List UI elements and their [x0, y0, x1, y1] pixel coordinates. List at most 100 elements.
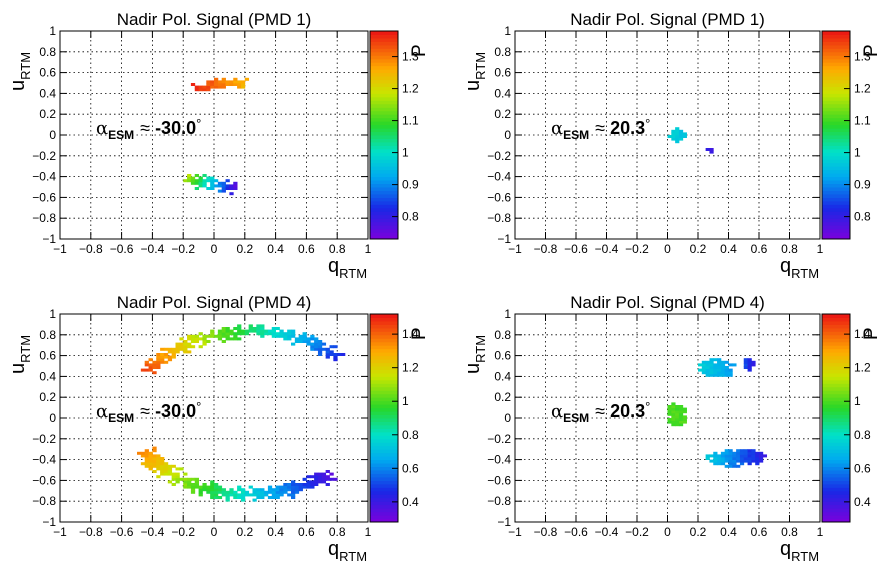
- color-bar-segment: [822, 369, 850, 374]
- data-cell: [728, 454, 733, 458]
- color-bar-segment: [370, 393, 398, 398]
- data-cell: [298, 334, 303, 338]
- color-bar-segment: [370, 449, 398, 454]
- data-cell: [271, 332, 276, 336]
- y-axis-label: uRTM: [7, 52, 33, 91]
- data-cell: [287, 483, 292, 486]
- x-tick-label: 0.2: [236, 242, 253, 256]
- data-cell: [291, 342, 296, 346]
- data-cell: [717, 360, 722, 364]
- data-cell: [709, 148, 714, 151]
- color-bar-segment: [822, 55, 850, 60]
- color-bar-segment: [370, 511, 398, 516]
- data-cell: [194, 88, 199, 92]
- color-bar-segment: [822, 218, 850, 223]
- color-bar-segment: [370, 128, 398, 133]
- data-cell: [321, 477, 327, 481]
- color-bar-segment: [822, 348, 850, 353]
- data-cell: [275, 488, 280, 492]
- data-cell: [225, 184, 230, 188]
- data-cell: [214, 77, 219, 81]
- data-cell: [705, 363, 710, 367]
- color-bar-segment: [822, 31, 850, 35]
- data-cell: [317, 472, 323, 476]
- data-cell: [190, 340, 196, 343]
- color-bar-segment: [370, 466, 398, 471]
- data-cell: [724, 464, 729, 468]
- data-cell: [667, 418, 672, 421]
- color-bar-segment: [822, 89, 850, 94]
- data-cell: [275, 327, 280, 330]
- data-cell: [233, 332, 238, 336]
- data-cell: [317, 347, 323, 351]
- y-tick-label: −0.4: [32, 170, 56, 184]
- data-cell: [137, 451, 142, 455]
- data-cell: [720, 366, 726, 369]
- color-bar-segment: [370, 320, 398, 325]
- data-cell: [210, 485, 215, 489]
- data-cell: [329, 477, 334, 481]
- data-cell: [698, 368, 703, 372]
- data-cell: [256, 488, 261, 492]
- color-bar-segment: [822, 96, 850, 101]
- data-cell: [206, 485, 211, 489]
- color-bar-segment: [370, 221, 398, 226]
- color-bar-segment: [370, 117, 398, 122]
- data-cell: [306, 475, 311, 479]
- data-cell: [302, 483, 307, 486]
- data-cell: [144, 451, 149, 455]
- data-cell: [736, 449, 741, 453]
- color-bar-segment: [370, 228, 398, 233]
- color-bar-segment: [822, 372, 850, 377]
- data-cell: [337, 353, 342, 356]
- data-cell: [187, 334, 192, 338]
- data-cell: [728, 464, 733, 468]
- data-cell: [298, 340, 303, 343]
- data-cell: [283, 488, 288, 492]
- data-cell: [724, 457, 729, 460]
- data-cell: [148, 363, 153, 367]
- data-cell: [156, 467, 161, 471]
- color-bar-segment: [370, 204, 398, 209]
- color-bar-segment: [370, 166, 398, 171]
- data-cell: [148, 464, 153, 468]
- data-cell: [682, 420, 687, 424]
- data-cell: [701, 371, 707, 375]
- data-cell: [743, 454, 748, 458]
- color-bar-segment: [370, 51, 398, 56]
- data-cell: [152, 371, 157, 375]
- color-bar-segment: [822, 345, 850, 350]
- y-tick-label: −0.6: [487, 473, 511, 487]
- data-cell: [759, 457, 764, 460]
- data-cell: [240, 488, 246, 492]
- data-cell: [217, 189, 223, 193]
- y-tick-label: −0.6: [32, 473, 56, 487]
- data-cell: [217, 83, 223, 86]
- data-cell: [306, 337, 311, 341]
- data-cell: [233, 184, 238, 188]
- data-cell: [713, 373, 718, 377]
- data-cell: [160, 358, 165, 362]
- x-tick-label: −0.4: [595, 525, 619, 539]
- color-bar-segment: [822, 110, 850, 115]
- data-cell: [682, 132, 687, 136]
- data-cell: [167, 480, 173, 484]
- chart-panel-4: Nadir Pol. Signal (PMD 4)−1 −0.8 −0.6 −0.4−…: [462, 293, 882, 564]
- data-cell: [221, 85, 226, 89]
- data-cell: [709, 459, 714, 463]
- data-cell: [167, 472, 173, 476]
- data-cell: [724, 454, 729, 458]
- data-cell: [283, 485, 288, 489]
- data-cell: [210, 329, 215, 333]
- color-bar-segment: [370, 428, 398, 433]
- x-tick-label: −1: [53, 525, 67, 539]
- data-cell: [747, 457, 752, 460]
- data-cell: [720, 462, 726, 466]
- z-axis-label: P: [861, 327, 882, 340]
- color-bar-segment: [370, 207, 398, 212]
- color-bar-segment: [822, 187, 850, 191]
- data-cell: [291, 329, 296, 333]
- data-cell: [156, 358, 161, 362]
- color-bar-segment: [370, 355, 398, 360]
- x-tick-label: 0.4: [267, 242, 284, 256]
